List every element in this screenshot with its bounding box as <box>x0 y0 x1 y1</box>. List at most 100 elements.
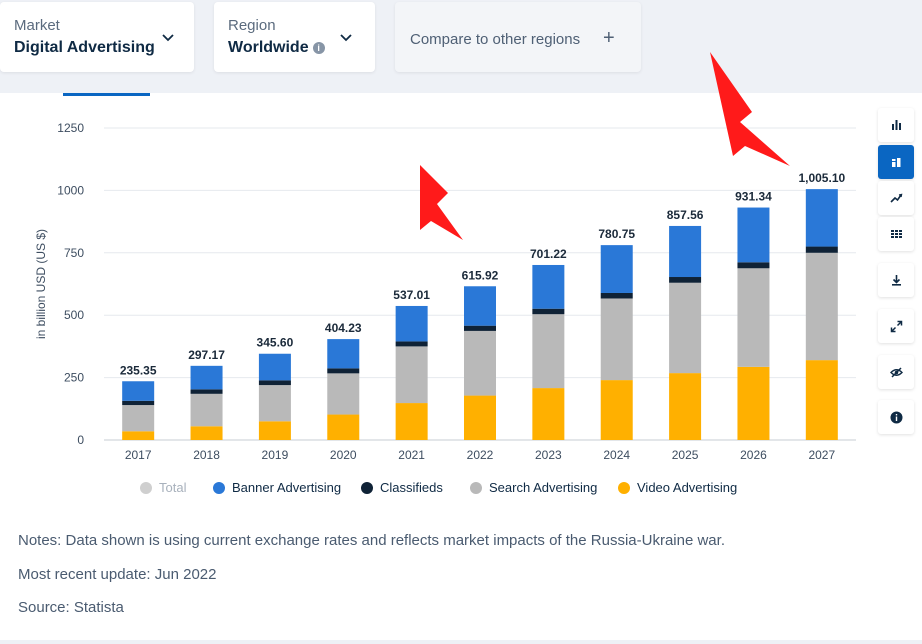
bar-chart-icon <box>891 119 901 130</box>
bar-segment-banner-advertising <box>327 339 360 369</box>
legend-label: Total <box>159 480 187 495</box>
x-tick-label: 2025 <box>672 448 699 462</box>
x-tick-label: 2017 <box>125 448 152 462</box>
bar-segment-search-advertising <box>532 314 565 389</box>
hide-icon <box>889 366 903 378</box>
bar-segment-video-advertising <box>122 431 155 440</box>
bar-segment-classifieds <box>395 341 428 347</box>
bar-segment-search-advertising <box>327 373 360 415</box>
line-chart-icon <box>889 193 902 203</box>
bar-segment-banner-advertising <box>122 381 155 401</box>
total-data-label: 615.92 <box>462 268 499 282</box>
fullscreen-icon <box>890 320 902 332</box>
bar-segment-video-advertising <box>395 403 428 440</box>
total-data-label: 857.56 <box>667 208 704 222</box>
market-filter-value: Digital Advertising <box>14 39 155 56</box>
bar-segment-search-advertising <box>122 405 155 432</box>
fullscreen-button[interactable] <box>878 309 914 343</box>
legend-dot-icon <box>361 482 373 494</box>
compare-regions-button[interactable]: Compare to other regions + <box>395 2 641 72</box>
compare-regions-label: Compare to other regions <box>410 31 581 48</box>
bar-segment-banner-advertising <box>395 305 428 342</box>
x-tick-label: 2027 <box>808 448 835 462</box>
x-tick-label: 2023 <box>535 448 562 462</box>
bar-segment-classifieds <box>258 380 291 386</box>
legend-dot-icon <box>618 482 630 494</box>
total-data-label: 537.01 <box>393 288 430 302</box>
plus-icon: + <box>603 27 615 49</box>
stacked-bar-button[interactable] <box>878 145 914 179</box>
y-tick-label: 1000 <box>57 183 84 197</box>
bar-segment-classifieds <box>122 400 155 406</box>
legend-dot-icon <box>213 482 225 494</box>
total-data-label: 1,005.10 <box>798 171 845 185</box>
download-icon <box>891 274 901 286</box>
bar-segment-video-advertising <box>669 373 702 440</box>
y-tick-label: 750 <box>64 246 84 260</box>
total-data-label: 931.34 <box>735 190 772 204</box>
bar-segment-banner-advertising <box>464 286 496 326</box>
bar-segment-video-advertising <box>190 426 223 440</box>
chart-notes: Notes: Data shown is using current excha… <box>18 532 725 549</box>
stacked-bar-icon <box>891 157 900 167</box>
bar-segment-search-advertising <box>600 298 633 381</box>
y-tick-label: 500 <box>64 308 84 322</box>
legend-label: Banner Advertising <box>232 480 342 495</box>
bar-segment-video-advertising <box>327 414 360 440</box>
bar-segment-video-advertising <box>258 421 291 440</box>
bar-segment-banner-advertising <box>258 353 291 381</box>
bar-segment-classifieds <box>805 246 838 253</box>
market-filter[interactable]: Market Digital Advertising <box>0 2 194 72</box>
hide-button[interactable] <box>878 355 914 389</box>
y-axis-label: in billion USD (US $) <box>34 229 48 339</box>
chevron-down-icon[interactable] <box>338 29 354 45</box>
bar-segment-search-advertising <box>464 330 496 396</box>
x-tick-label: 2020 <box>330 448 357 462</box>
x-tick-label: 2018 <box>193 448 220 462</box>
info-icon <box>890 411 902 423</box>
bar-chart-button[interactable] <box>878 108 914 142</box>
x-tick-label: 2021 <box>398 448 425 462</box>
bar-segment-search-advertising <box>190 393 223 427</box>
bar-segment-banner-advertising <box>190 365 223 390</box>
bar-segment-classifieds <box>190 389 223 394</box>
legend-label: Search Advertising <box>489 480 598 495</box>
bar-segment-video-advertising <box>805 360 838 440</box>
active-tab-indicator <box>63 93 150 96</box>
table-button[interactable] <box>878 217 914 251</box>
region-filter-label: Region <box>228 17 276 34</box>
region-filter-value: Worldwide i <box>228 39 325 57</box>
bar-segment-video-advertising <box>464 395 496 440</box>
x-tick-label: 2022 <box>467 448 494 462</box>
bar-segment-search-advertising <box>737 268 770 367</box>
total-data-label: 404.23 <box>325 321 362 335</box>
line-chart-button[interactable] <box>878 181 914 215</box>
info-button[interactable] <box>878 400 914 434</box>
bar-segment-video-advertising <box>600 380 633 440</box>
y-tick-label: 1250 <box>57 121 84 135</box>
download-button[interactable] <box>878 263 914 297</box>
bar-segment-classifieds <box>327 368 360 374</box>
bar-segment-search-advertising <box>805 252 838 361</box>
y-tick-label: 0 <box>77 433 84 447</box>
x-tick-label: 2024 <box>603 448 630 462</box>
chevron-down-icon[interactable] <box>160 29 176 45</box>
x-tick-label: 2026 <box>740 448 767 462</box>
bar-segment-search-advertising <box>258 385 291 422</box>
region-filter[interactable]: Region Worldwide i <box>214 2 375 72</box>
bar-segment-banner-advertising <box>669 225 702 278</box>
bar-segment-banner-advertising <box>600 245 633 293</box>
bar-segment-classifieds <box>669 277 702 283</box>
bar-segment-video-advertising <box>737 366 770 440</box>
red-arrow-annotation <box>420 165 463 240</box>
stacked-bar-chart: 0 250 500 750 1000 1250 in billion USD (US $) 2… <box>34 52 856 462</box>
update-date: Most recent update: Jun 2022 <box>18 566 217 583</box>
legend-label: Video Advertising <box>637 480 738 495</box>
total-data-label: 345.60 <box>257 336 294 350</box>
bar-segment-banner-advertising <box>737 207 770 263</box>
region-value-text: Worldwide <box>228 39 309 56</box>
info-icon[interactable]: i <box>312 42 325 54</box>
bar-segment-classifieds <box>600 292 633 299</box>
y-tick-label: 250 <box>64 371 84 385</box>
total-data-label: 297.17 <box>188 348 225 362</box>
